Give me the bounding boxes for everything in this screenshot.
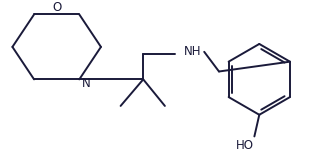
Text: HO: HO <box>236 139 254 152</box>
Text: NH: NH <box>184 45 201 58</box>
Text: N: N <box>82 77 91 90</box>
Text: O: O <box>52 1 61 14</box>
